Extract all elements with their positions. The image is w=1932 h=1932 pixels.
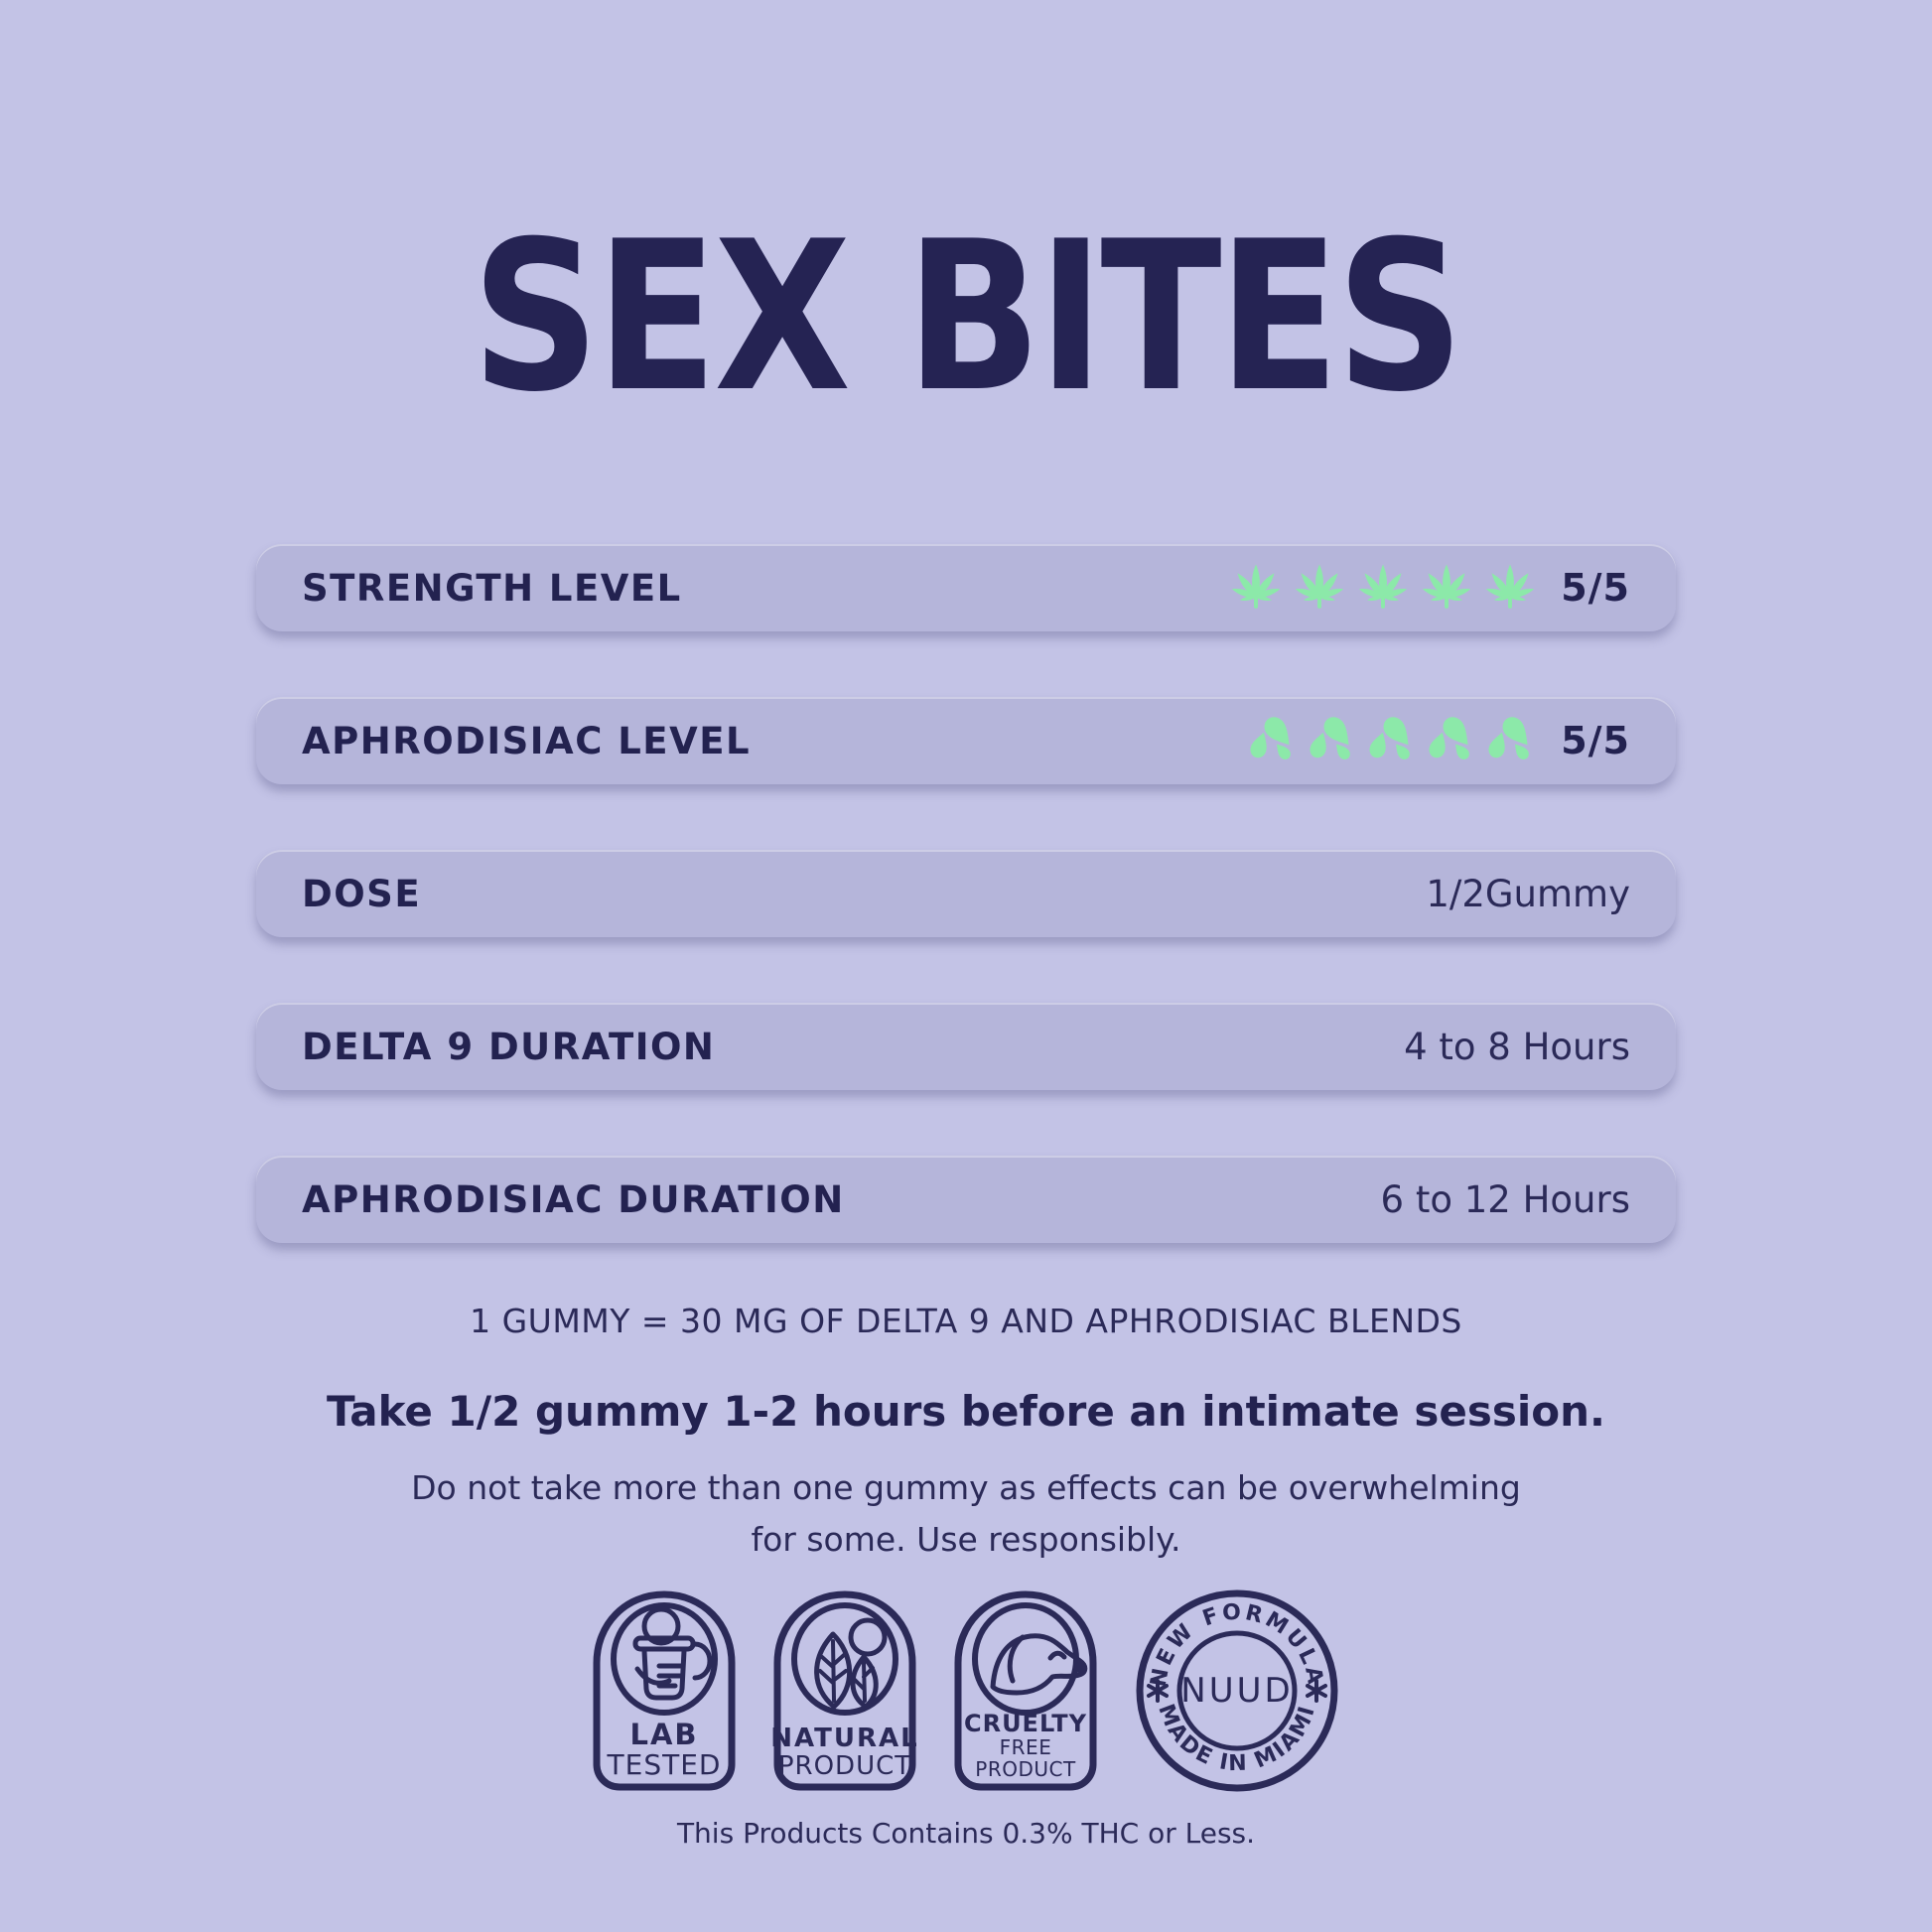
cruelty-free-badge: CRUELTY FREE PRODUCT	[951, 1589, 1100, 1793]
page-title: SEX BITES	[471, 198, 1464, 438]
aphrodisiac-duration-label: APHRODISIAC DURATION	[302, 1177, 845, 1221]
delta9-duration-value: 4 to 8 Hours	[1404, 1025, 1630, 1068]
water-drops-icon	[1366, 714, 1420, 767]
water-drops-icon	[1307, 714, 1360, 767]
lab-badge-line1: LAB	[629, 1717, 699, 1751]
water-drops-icon	[1426, 714, 1479, 767]
aphrodisiac-duration-value: 6 to 12 Hours	[1380, 1177, 1630, 1221]
cruelty-badge-line3: PRODUCT	[975, 1756, 1076, 1781]
cannabis-leaf-icon	[1227, 559, 1285, 617]
water-drops-icon	[1485, 714, 1539, 767]
strength-score: 5/5	[1561, 566, 1630, 610]
natural-badge-line1: NATURAL	[770, 1724, 919, 1754]
leaves-icon	[773, 1590, 916, 1790]
cruelty-badge-line2: FREE	[999, 1735, 1052, 1760]
natural-badge-line2: PRODUCT	[777, 1751, 912, 1782]
spec-row-delta9-duration: DELTA 9 DURATION 4 to 8 Hours	[256, 1003, 1676, 1090]
strength-level-label: STRENGTH LEVEL	[302, 566, 682, 610]
stamp-icon: NEW FORMULA MADE IN MIAMI NUUD	[1136, 1589, 1338, 1792]
certification-badges: LAB TESTED NATURAL PRODUCT	[590, 1586, 1342, 1796]
cannabis-leaf-icon	[1481, 559, 1539, 617]
usage-headline: Take 1/2 gummy 1-2 hours before an intim…	[327, 1387, 1605, 1436]
cannabis-asterisk-icon	[1147, 1679, 1169, 1703]
cruelty-badge-line1: CRUELTY	[963, 1710, 1088, 1738]
lab-beaker-icon	[593, 1590, 736, 1790]
lab-tested-badge: LAB TESTED	[590, 1589, 739, 1793]
thc-disclaimer: This Products Contains 0.3% THC or Less.	[676, 1817, 1256, 1850]
dose-value: 1/2Gummy	[1426, 872, 1630, 915]
dog-icon	[954, 1590, 1097, 1790]
spec-row-strength-level: STRENGTH LEVEL 5/5	[256, 544, 1676, 631]
aphrodisiac-score: 5/5	[1561, 719, 1630, 762]
cannabis-asterisk-icon	[1306, 1679, 1327, 1703]
spec-row-aphrodisiac-duration: APHRODISIAC DURATION 6 to 12 Hours	[256, 1156, 1676, 1243]
aphrodisiac-rating: 5/5	[1247, 714, 1630, 767]
delta9-duration-label: DELTA 9 DURATION	[302, 1025, 716, 1068]
spec-rows: STRENGTH LEVEL 5/5 APHRODISIAC LEVEL 5/5	[256, 544, 1676, 1243]
cannabis-leaf-icon	[1418, 559, 1475, 617]
stamp-brand-text: NUUD	[1180, 1671, 1293, 1711]
spec-row-dose: DOSE 1/2Gummy	[256, 850, 1676, 937]
usage-warning-line1: Do not take more than one gummy as effec…	[411, 1468, 1521, 1507]
usage-warning-line2: for some. Use responsibly.	[751, 1520, 1181, 1559]
dosage-equation: 1 GUMMY = 30 MG OF DELTA 9 AND APHRODISI…	[470, 1302, 1462, 1340]
dose-label: DOSE	[302, 872, 422, 915]
cannabis-leaf-icon	[1291, 559, 1348, 617]
cannabis-leaf-icon	[1354, 559, 1412, 617]
nuud-made-in-miami-stamp: NEW FORMULA MADE IN MIAMI NUUD	[1132, 1586, 1342, 1796]
spec-row-aphrodisiac-level: APHRODISIAC LEVEL 5/5	[256, 697, 1676, 784]
natural-product-badge: NATURAL PRODUCT	[770, 1589, 919, 1793]
strength-rating: 5/5	[1227, 559, 1630, 617]
usage-warning: Do not take more than one gummy as effec…	[411, 1462, 1521, 1566]
lab-badge-line2: TESTED	[607, 1748, 722, 1782]
aphrodisiac-level-label: APHRODISIAC LEVEL	[302, 719, 752, 762]
water-drops-icon	[1247, 714, 1301, 767]
